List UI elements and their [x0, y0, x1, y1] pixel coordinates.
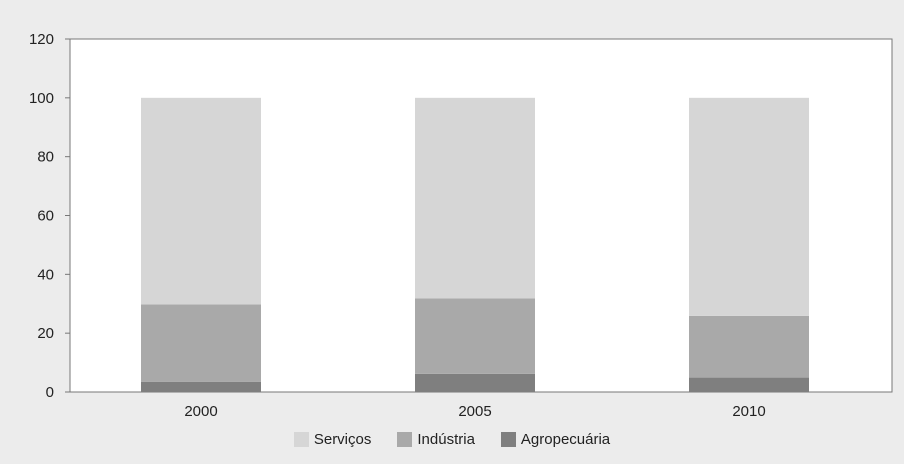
y-axis: 0 20 40 60 80 100 120: [29, 31, 70, 401]
y-tick-label: 40: [37, 266, 54, 283]
y-tick-label: 60: [37, 208, 54, 225]
y-tick-label: 80: [37, 149, 54, 166]
legend-item: Indústria: [397, 431, 475, 448]
bar-segment-serviços-2000: [141, 98, 261, 305]
bar-segment-serviços-2005: [415, 98, 535, 299]
legend-label: Agropecuária: [521, 431, 610, 448]
legend-label: Serviços: [314, 431, 372, 448]
stacked-bar-chart: 0 20 40 60 80 100 120 2000 2005 2010: [0, 0, 904, 428]
bar-segment-indústria-2000: [141, 304, 261, 381]
y-tick-label: 120: [29, 31, 54, 48]
legend: Serviços Indústria Agropecuária: [0, 431, 904, 448]
legend-label: Indústria: [417, 431, 475, 448]
y-tick-label: 100: [29, 90, 54, 107]
bar-segment-agropecuária-2000: [141, 382, 261, 392]
y-tick-label: 0: [46, 384, 54, 401]
legend-swatch: [294, 432, 309, 447]
y-tick-label: 20: [37, 325, 54, 342]
legend-swatch: [397, 432, 412, 447]
bar-segment-indústria-2005: [415, 298, 535, 373]
bar-segment-indústria-2010: [689, 316, 809, 378]
legend-item: Serviços: [294, 431, 372, 448]
x-tick-label: 2005: [458, 403, 491, 420]
bar-segment-serviços-2010: [689, 98, 809, 316]
x-tick-label: 2010: [732, 403, 765, 420]
x-axis: 2000 2005 2010: [184, 403, 765, 420]
bar-segment-agropecuária-2005: [415, 374, 535, 392]
legend-swatch: [501, 432, 516, 447]
x-tick-label: 2000: [184, 403, 217, 420]
bar-segment-agropecuária-2010: [689, 378, 809, 392]
bar-stacks: [141, 98, 809, 392]
legend-item: Agropecuária: [501, 431, 610, 448]
